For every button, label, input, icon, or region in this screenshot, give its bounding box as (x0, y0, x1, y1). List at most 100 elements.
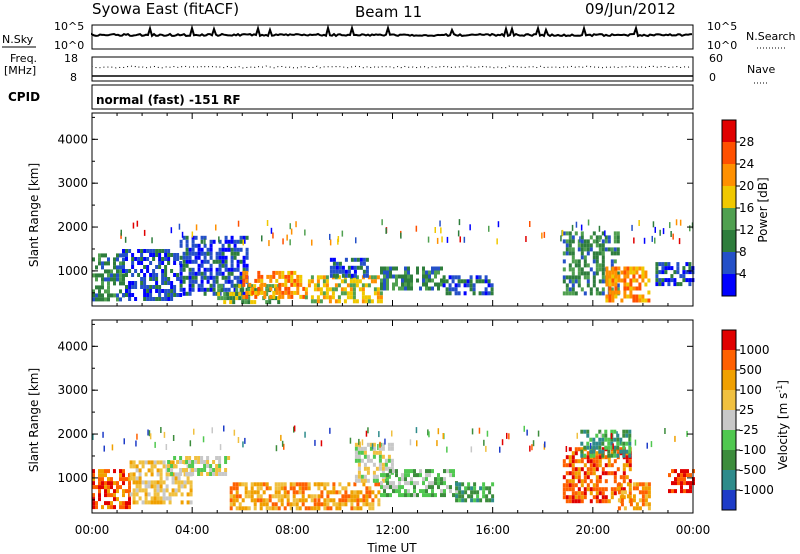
range-time-cell (128, 477, 131, 482)
range-time-cell (245, 255, 249, 260)
range-time-cell (227, 275, 231, 280)
range-time-cell (101, 265, 104, 270)
range-time-cell (389, 469, 392, 474)
range-time-cell (638, 490, 642, 495)
scatter-cell (678, 238, 681, 245)
range-time-cell (212, 468, 216, 472)
range-time-cell (404, 473, 407, 478)
scatter-cell (172, 435, 175, 441)
range-time-cell (580, 441, 584, 446)
range-time-cell (390, 466, 394, 471)
range-time-cell (275, 270, 279, 275)
range-time-cell (149, 253, 153, 257)
range-time-cell (469, 287, 473, 292)
range-time-cell (215, 472, 219, 476)
range-time-cell (162, 480, 166, 485)
range-time-cell (179, 460, 183, 464)
range-time-cell (440, 489, 443, 494)
scatter-cell (304, 229, 306, 236)
range-time-cell (658, 262, 662, 267)
range-time-cell (354, 450, 358, 455)
range-time-cell (283, 486, 287, 491)
range-time-cell (223, 296, 227, 301)
range-time-cell (329, 490, 333, 495)
range-time-cell (159, 488, 163, 493)
range-time-cell (628, 449, 632, 454)
range-time-cell (392, 469, 395, 474)
range-time-cell (138, 480, 142, 485)
scatter-cell (329, 427, 331, 434)
range-time-cell (487, 279, 491, 284)
range-time-cell (128, 485, 131, 490)
range-time-cell (200, 456, 204, 460)
range-time-cell (365, 257, 369, 262)
range-time-cell (565, 231, 569, 236)
scatter-cell (163, 431, 166, 438)
range-time-cell (245, 290, 249, 295)
scatter-cell (384, 438, 386, 445)
range-time-cell (451, 275, 455, 280)
range-time-cell (595, 267, 599, 272)
range-time-cell (629, 286, 633, 291)
range-time-cell (167, 277, 171, 281)
range-time-cell (313, 482, 317, 487)
range-time-cell (484, 287, 488, 292)
range-time-cell (107, 469, 110, 474)
range-time-cell (369, 458, 373, 463)
range-time-cell (229, 506, 233, 511)
range-time-cell (101, 277, 104, 282)
range-time-cell (598, 247, 602, 252)
range-time-cell (381, 478, 385, 483)
range-time-cell (316, 279, 320, 284)
range-time-cell (437, 485, 440, 490)
range-time-cell (152, 285, 156, 289)
range-time-cell (613, 259, 617, 264)
range-time-cell (149, 261, 153, 265)
range-time-cell (616, 287, 620, 292)
range-time-cell (167, 460, 171, 464)
range-time-cell (307, 482, 311, 487)
range-time-cell (241, 506, 245, 511)
scatter-cell (486, 430, 489, 437)
scatter-cell (223, 425, 225, 432)
range-time-cell (242, 278, 246, 283)
range-time-cell (245, 263, 249, 268)
range-time-cell (218, 472, 222, 476)
range-time-cell (355, 275, 359, 280)
range-time-cell (562, 231, 566, 236)
range-time-cell (143, 297, 147, 301)
range-time-cell (625, 449, 629, 454)
range-time-cell (362, 498, 366, 503)
range-time-cell (485, 494, 489, 499)
range-time-cell (104, 481, 107, 486)
range-time-cell (153, 464, 157, 469)
range-time-cell (378, 466, 382, 471)
range-time-cell (398, 477, 401, 482)
range-time-cell (317, 486, 321, 491)
range-time-cell (271, 494, 275, 499)
range-time-cell (146, 265, 150, 269)
range-time-cell (188, 251, 192, 256)
scatter-cell (488, 225, 490, 232)
range-time-cell (165, 488, 169, 493)
range-time-cell (215, 279, 219, 284)
range-time-cell (341, 273, 345, 278)
range-time-cell (299, 278, 303, 283)
scatter-cell (506, 432, 508, 439)
range-time-cell (347, 265, 351, 270)
range-time-cell (177, 484, 181, 489)
range-time-cell (325, 279, 329, 284)
range-time-cell (147, 480, 151, 485)
range-time-cell (209, 243, 213, 248)
range-time-cell (623, 266, 627, 271)
range-time-cell (332, 273, 336, 278)
range-time-cell (298, 486, 302, 491)
range-time-cell (362, 273, 366, 278)
scatter-cell (428, 431, 430, 438)
range-time-cell (132, 492, 136, 497)
range-time-cell (107, 489, 110, 494)
range-time-cell (338, 269, 342, 274)
range-time-cell (686, 469, 689, 474)
range-time-cell (571, 291, 575, 296)
range-time-cell (583, 291, 587, 296)
